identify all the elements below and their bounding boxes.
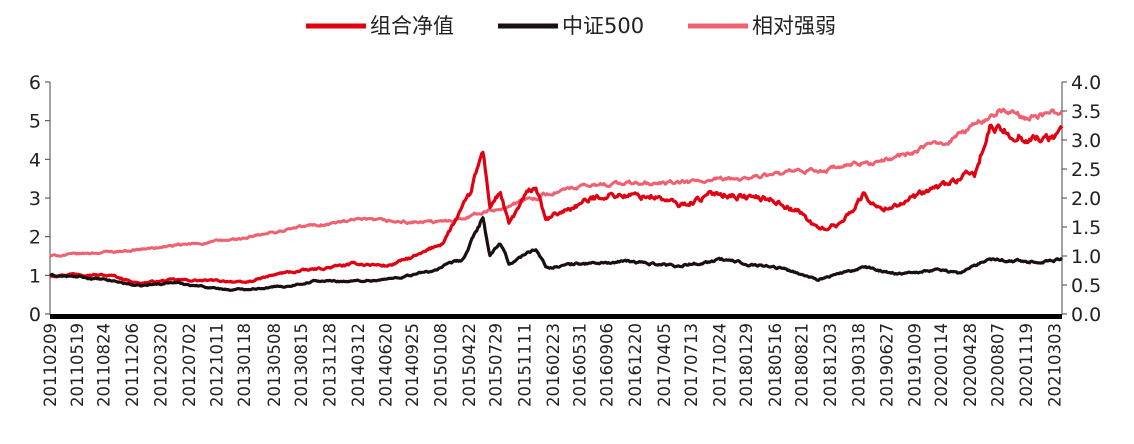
x-tick-label: 20110824	[95, 323, 114, 407]
x-tick-label: 20140312	[349, 323, 368, 407]
left-tick-label: 4	[29, 149, 41, 171]
legend-item-relative-strength[interactable]: 相对强弱	[688, 14, 836, 38]
x-tick-label: 20160531	[571, 323, 590, 407]
left-tick-label: 6	[29, 72, 41, 94]
x-tick-label: 20200428	[961, 323, 980, 407]
x-axis-bar	[50, 314, 1062, 319]
x-tick-label: 20130508	[265, 323, 284, 407]
x-tick-label: 20171024	[710, 323, 729, 407]
left-tick-label: 0	[29, 304, 41, 326]
right-tick-label: 1.0	[1071, 246, 1101, 268]
x-tick-label: 20190318	[850, 323, 869, 407]
x-tick-label: 20180821	[793, 323, 812, 407]
legend: 组合净值 中证500 相对强弱	[306, 14, 836, 38]
x-tick-label: 20130118	[235, 323, 254, 407]
right-tick-label: 1.5	[1071, 217, 1101, 239]
x-tick-label: 20180516	[766, 323, 785, 407]
legend-label-net-value: 组合净值	[370, 14, 454, 38]
x-tick-label: 20120702	[180, 323, 199, 407]
x-tick-label: 20150108	[432, 323, 451, 407]
left-tick-label: 2	[29, 227, 41, 249]
x-tick-label: 20110209	[41, 323, 60, 407]
x-tick-label: 20190627	[877, 323, 896, 407]
x-tick-label: 20200807	[989, 323, 1008, 407]
right-tick-label: 2.5	[1071, 159, 1101, 181]
x-tick-label: 20110519	[68, 323, 87, 407]
legend-label-relative-strength: 相对强弱	[752, 14, 836, 38]
x-tick-label: 20140925	[403, 323, 422, 407]
right-tick-label: 0.5	[1071, 275, 1101, 297]
x-tick-label: 20181203	[821, 323, 840, 407]
x-tick-label: 20131128	[321, 323, 340, 407]
series-line-net-value	[49, 123, 1064, 285]
x-tick-label: 20201119	[1017, 323, 1036, 407]
legend-label-csi500: 中证500	[562, 14, 644, 38]
right-tick-label: 3.0	[1071, 130, 1101, 152]
x-tick-label: 20170405	[655, 323, 674, 407]
x-tick-label: 20200114	[932, 323, 951, 407]
left-tick-label: 5	[29, 111, 41, 133]
right-tick-label: 0.0	[1071, 304, 1101, 326]
x-tick-label: 20191009	[906, 323, 925, 407]
x-tick-label: 20170713	[682, 323, 701, 407]
x-tick-label: 20160223	[544, 323, 563, 407]
x-tick-label: 20161220	[626, 323, 645, 407]
legend-item-net-value[interactable]: 组合净值	[306, 14, 454, 38]
x-tick-label: 20130815	[292, 323, 311, 407]
right-tick-label: 3.5	[1071, 101, 1101, 123]
x-tick-label: 20160906	[597, 323, 616, 407]
left-tick-label: 1	[29, 265, 41, 287]
axes: 0 1 2 3 4 5 6 0.0 0.5 1.0 1.5 2.0 2.5 3.0 3.5 4.0 201102…	[29, 72, 1101, 407]
x-tick-label: 20121011	[208, 323, 227, 407]
x-tick-label: 20210303	[1045, 323, 1064, 407]
right-tick-label: 2.0	[1071, 188, 1101, 210]
left-tick-label: 3	[29, 188, 41, 210]
x-tick-label: 20111206	[123, 323, 142, 407]
x-tick-label: 20151111	[515, 323, 534, 407]
x-tick-label: 20150729	[487, 323, 506, 407]
series-line-relative-strength	[49, 107, 1064, 258]
legend-item-csi500[interactable]: 中证500	[498, 14, 644, 38]
series-line-csi500	[49, 216, 1064, 292]
right-tick-label: 4.0	[1071, 72, 1101, 94]
x-tick-label: 20150422	[460, 323, 479, 407]
x-tick-label: 20120320	[152, 323, 171, 407]
series-layer	[49, 107, 1064, 292]
x-tick-label: 20180129	[737, 323, 756, 407]
x-tick-label: 20140620	[376, 323, 395, 407]
